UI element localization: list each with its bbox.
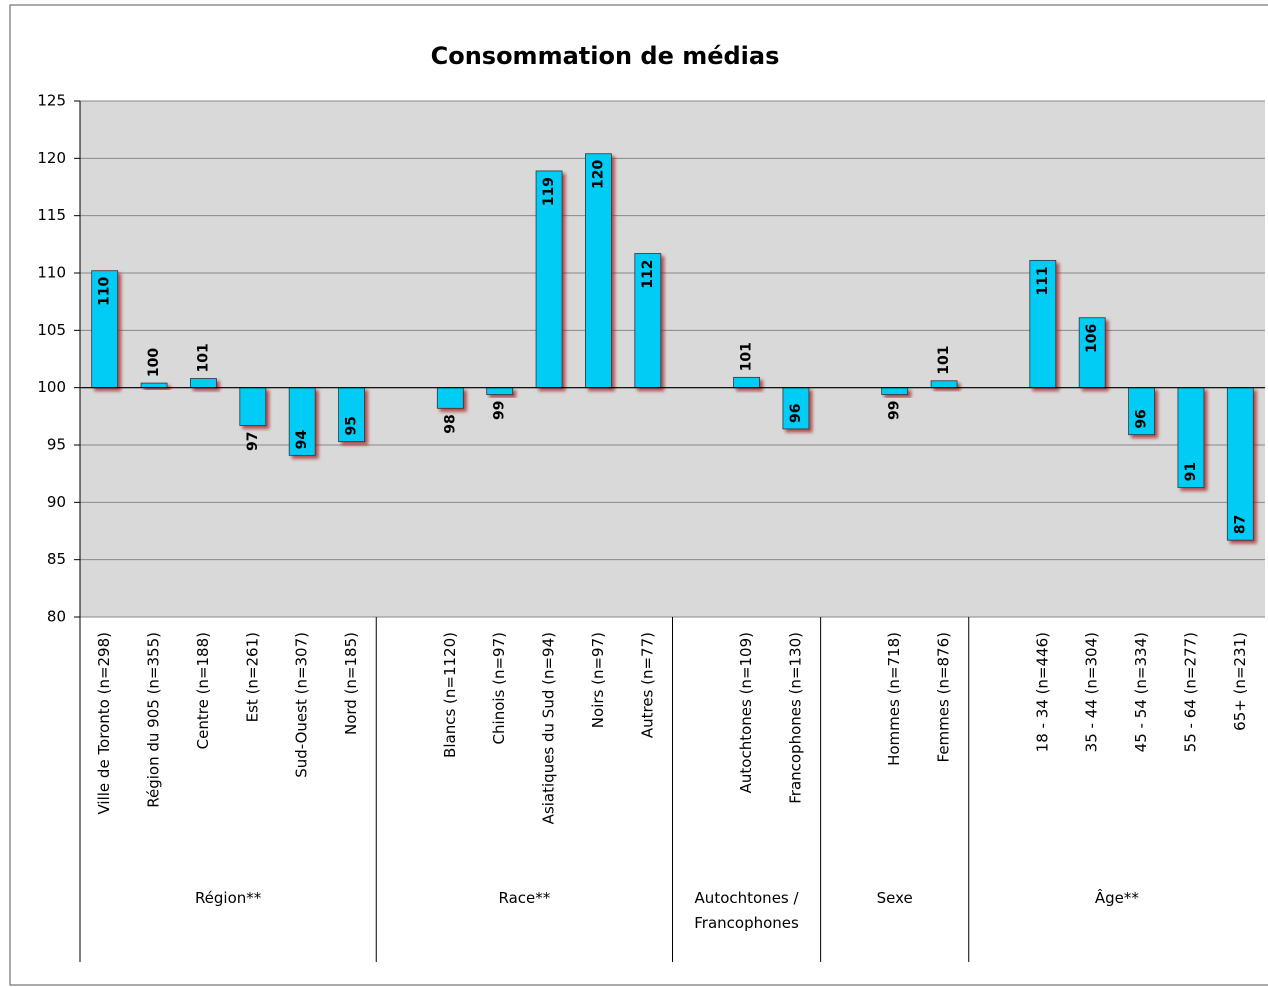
- value-label: 99: [492, 401, 508, 420]
- bar: [1029, 259, 1057, 389]
- value-label: 119: [541, 177, 557, 206]
- chart-title: Consommation de médias: [431, 42, 780, 70]
- x-tick-label: Francophones (n=130): [786, 632, 804, 804]
- x-tick-label: 18 - 34 (n=446): [1033, 632, 1051, 752]
- bar: [881, 387, 909, 395]
- bar: [91, 270, 119, 389]
- value-label: 101: [195, 343, 211, 372]
- x-tick-label: 65+ (n=231): [1231, 632, 1249, 731]
- value-label: 95: [344, 416, 360, 435]
- bar: [239, 387, 267, 426]
- value-label: 91: [1183, 462, 1199, 481]
- x-tick-label: 35 - 44 (n=304): [1083, 632, 1101, 752]
- y-tick-label: 125: [37, 92, 66, 110]
- x-tick-label: Région du 905 (n=355): [145, 632, 163, 808]
- value-label: 110: [97, 276, 113, 305]
- x-tick-label: Sud-Ouest (n=307): [293, 632, 311, 778]
- y-tick-label: 85: [47, 550, 66, 568]
- value-label: 100: [146, 348, 162, 377]
- bar: [782, 387, 810, 430]
- y-tick-label: 80: [47, 608, 66, 626]
- bar: [436, 387, 464, 409]
- value-label: 120: [590, 159, 606, 188]
- value-label: 111: [1035, 266, 1051, 295]
- group-label: Autochtones / Francophones: [694, 889, 799, 932]
- y-tick-label: 100: [37, 378, 66, 396]
- group-label: Âge**: [1094, 889, 1139, 907]
- bar: [1226, 387, 1254, 541]
- x-tick-label: Ville de Toronto (n=298): [95, 632, 113, 815]
- value-label: 94: [294, 430, 310, 450]
- value-label: 99: [887, 401, 903, 420]
- value-label: 96: [788, 403, 804, 422]
- bar: [190, 378, 217, 389]
- value-label: 101: [739, 342, 755, 371]
- value-label: 96: [1134, 409, 1150, 428]
- x-tick-label: Centre (n=188): [194, 632, 212, 749]
- bar: [1128, 387, 1155, 436]
- bar: [486, 387, 514, 395]
- x-tick-label: Blancs (n=1120): [441, 632, 459, 758]
- bar: [338, 387, 365, 442]
- value-label: 87: [1232, 515, 1248, 534]
- value-label: 106: [1084, 324, 1100, 353]
- value-label: 98: [442, 414, 458, 433]
- y-tick-label: 105: [37, 321, 66, 339]
- x-tick-label: Autochtones (n=109): [737, 632, 755, 793]
- x-tick-label: Hommes (n=718): [885, 632, 903, 766]
- y-tick-label: 90: [47, 493, 66, 511]
- value-label: 97: [245, 432, 261, 451]
- x-tick-label: Noirs (n=97): [589, 632, 607, 728]
- bar: [140, 382, 168, 389]
- bar: [930, 380, 958, 389]
- bar: [1177, 387, 1205, 488]
- y-tick-label: 115: [37, 206, 66, 224]
- y-tick-label: 110: [37, 264, 66, 282]
- bar: [733, 376, 760, 389]
- group-label: Région**: [194, 889, 262, 907]
- bar: [634, 253, 662, 389]
- plot-area: [80, 101, 1265, 617]
- value-label: 112: [640, 260, 656, 289]
- value-label: 101: [936, 346, 952, 375]
- x-tick-label: 45 - 54 (n=334): [1132, 632, 1150, 752]
- bar: [1078, 317, 1106, 389]
- x-tick-label: Chinois (n=97): [490, 632, 508, 744]
- x-tick-label: Autres (n=77): [638, 632, 656, 738]
- x-tick-label: Femmes (n=876): [935, 632, 953, 762]
- bar: [585, 153, 612, 389]
- group-label: Sexe: [876, 889, 913, 907]
- x-tick-label: Nord (n=185): [342, 632, 360, 735]
- bar: [288, 387, 316, 456]
- x-tick-label: Est (n=261): [243, 632, 261, 722]
- x-tick-label: 55 - 64 (n=277): [1181, 632, 1199, 752]
- y-tick-label: 120: [37, 149, 66, 167]
- group-label: Race**: [498, 889, 551, 907]
- x-tick-label: Asiatiques du Sud (n=94): [540, 632, 558, 824]
- y-tick-label: 95: [47, 436, 66, 454]
